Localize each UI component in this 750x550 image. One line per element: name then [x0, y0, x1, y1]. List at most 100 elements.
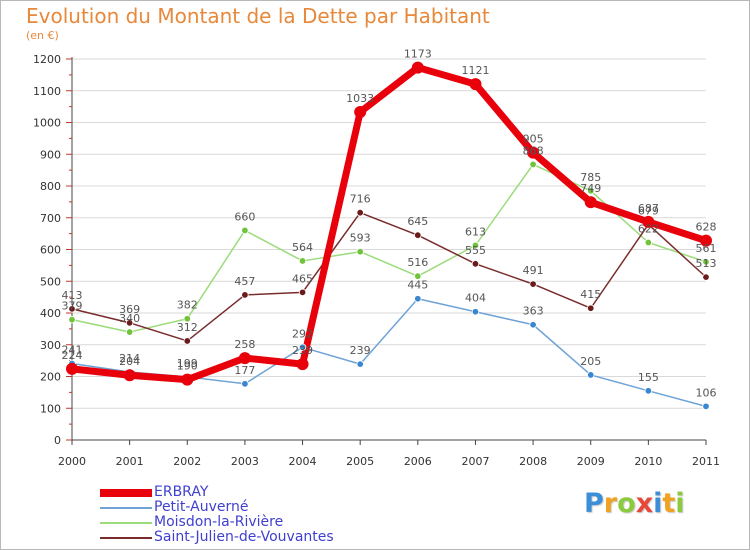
x-tick-label: 2003 [231, 455, 259, 468]
data-point [241, 226, 249, 235]
x-tick-label: 2004 [289, 455, 317, 468]
data-label: 491 [523, 264, 544, 277]
data-point [414, 231, 422, 239]
legend-label: Moisdon-la-Rivière [154, 514, 284, 530]
data-point [183, 315, 191, 323]
logo-letter: o [617, 488, 636, 519]
data-label: 214 [119, 352, 140, 365]
data-point [702, 402, 710, 411]
data-label: 564 [292, 241, 313, 254]
data-point [183, 337, 191, 345]
legend-swatch [100, 522, 152, 524]
data-point [584, 196, 597, 209]
y-tick-label: 700 [40, 212, 61, 225]
data-point [529, 280, 537, 288]
data-label: 679 [638, 204, 659, 217]
data-label: 379 [62, 300, 83, 313]
series-line-moisdon-la-rivi-re [71, 163, 707, 333]
series-line-petit-auvern- [71, 297, 707, 408]
data-point [66, 362, 78, 375]
x-tick-label: 2006 [404, 455, 432, 468]
data-label: 749 [580, 182, 601, 195]
data-label: 687 [638, 202, 659, 215]
data-point [471, 260, 480, 268]
data-label: 465 [292, 272, 313, 285]
data-point [296, 358, 309, 371]
legend-swatch [100, 537, 152, 539]
data-label: 190 [177, 360, 198, 373]
x-tick-label: 2001 [116, 455, 144, 468]
data-label: 645 [407, 215, 428, 228]
data-point [527, 146, 540, 159]
data-point [702, 273, 710, 281]
data-label: 177 [234, 364, 255, 377]
data-point [587, 371, 595, 379]
y-tick-label: 1200 [33, 53, 61, 66]
logo-letter: x [635, 488, 654, 519]
y-tick-label: 900 [40, 148, 61, 161]
data-label: 555 [465, 244, 486, 257]
data-label: 593 [350, 232, 371, 245]
logo-letter: t [662, 488, 676, 519]
data-label: 199 [177, 357, 198, 370]
data-point [356, 208, 364, 217]
data-label: 413 [62, 289, 83, 302]
data-label: 1173 [404, 48, 432, 61]
data-point [529, 321, 537, 329]
y-tick-label: 800 [40, 180, 61, 193]
legend-label: Petit-Auverné [154, 499, 249, 515]
data-point [354, 106, 367, 119]
data-label: 613 [465, 225, 486, 238]
data-label: 404 [465, 292, 486, 305]
data-point [238, 352, 251, 365]
logo-letter: P [584, 488, 604, 519]
y-tick-label: 1000 [33, 117, 61, 130]
data-point [68, 315, 76, 324]
chart-unit: (en €) [26, 29, 59, 42]
x-tick-label: 2009 [577, 455, 605, 468]
logo-letter: r [603, 488, 618, 519]
legend-swatch [100, 507, 152, 509]
series-line-erbray [68, 64, 710, 384]
data-point [356, 248, 364, 256]
y-tick-label: 300 [40, 339, 61, 352]
x-tick-label: 2000 [58, 455, 86, 468]
x-tick-label: 2010 [634, 455, 662, 468]
logo-letter: i [675, 488, 685, 519]
data-label: 660 [234, 210, 255, 223]
data-point [298, 288, 307, 297]
data-label: 204 [119, 355, 140, 368]
legend-label: Saint-Julien-de-Vouvantes [154, 529, 334, 545]
x-tick-label: 2002 [173, 455, 201, 468]
data-point [125, 319, 134, 327]
y-tick-label: 400 [40, 307, 61, 320]
data-label: 205 [580, 355, 601, 368]
data-label: 312 [177, 321, 198, 334]
y-tick-label: 500 [40, 275, 61, 288]
data-point [414, 295, 422, 303]
y-tick-label: 100 [40, 402, 61, 415]
data-label: 868 [523, 144, 544, 157]
data-label: 239 [292, 344, 313, 357]
data-label: 628 [696, 221, 717, 234]
data-point [469, 78, 482, 91]
data-point [123, 369, 136, 382]
data-label: 445 [407, 279, 428, 292]
data-label: 155 [638, 371, 659, 384]
legend-swatch [100, 489, 152, 497]
data-point [241, 291, 249, 299]
data-point [642, 215, 655, 228]
data-point [356, 360, 364, 368]
data-label: 258 [234, 338, 255, 351]
data-point [298, 257, 307, 265]
data-label: 513 [696, 257, 717, 270]
data-label: 905 [523, 133, 544, 146]
data-label: 1033 [346, 92, 374, 105]
chart-title: Evolution du Montant de la Dette par Hab… [26, 4, 490, 28]
y-tick-label: 600 [40, 244, 61, 257]
data-label: 292 [292, 327, 313, 340]
proxiti-logo: Proxiti [584, 488, 685, 519]
data-label: 415 [580, 288, 601, 301]
data-point [587, 187, 595, 195]
